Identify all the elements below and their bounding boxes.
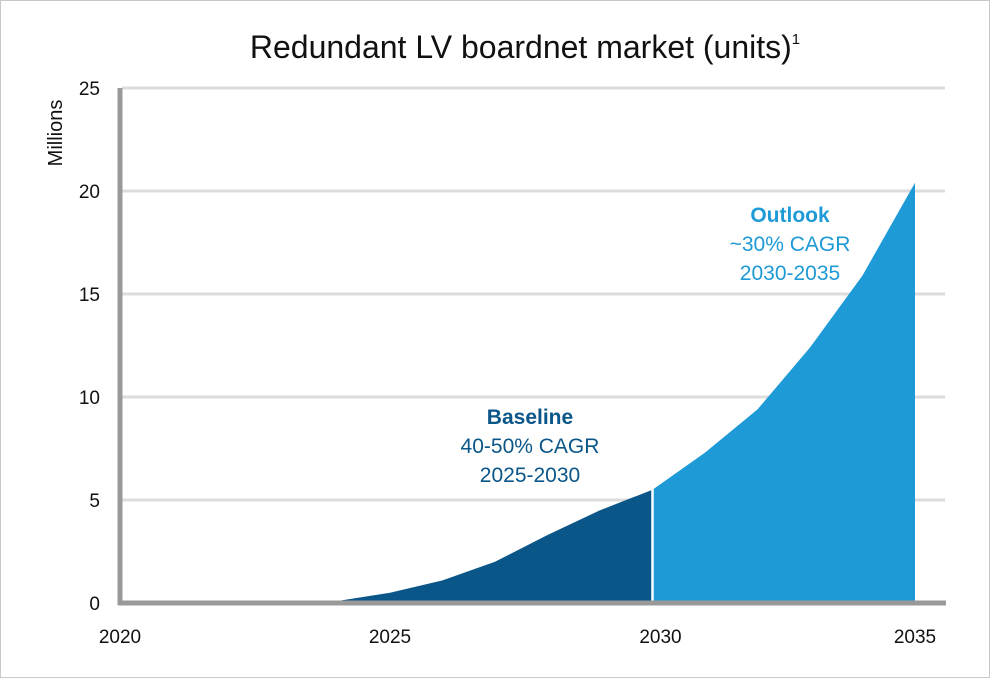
chart-title: Redundant LV boardnet market (units)1 [250, 29, 800, 65]
area-outlook [652, 182, 915, 603]
y-tick-label: 5 [89, 491, 100, 512]
annotation-line: ~30% CAGR [730, 233, 851, 256]
annotation-title: Outlook [750, 204, 830, 227]
y-tick-label: 15 [79, 285, 100, 306]
annotation-title: Baseline [487, 406, 573, 429]
y-tick-label: 10 [79, 388, 100, 409]
area-baseline [316, 489, 653, 603]
x-tick-label: 2020 [99, 627, 141, 648]
y-axis-label: Millions [45, 100, 67, 167]
annotation-line: 2025-2030 [480, 464, 580, 487]
x-tick-label: 2035 [894, 627, 936, 648]
y-tick-label: 0 [89, 594, 100, 615]
annotation-line: 2030-2035 [740, 262, 840, 285]
x-tick-label: 2025 [369, 627, 411, 648]
annotation-line: 40-50% CAGR [461, 435, 600, 458]
y-tick-label: 25 [79, 79, 100, 100]
y-tick-label: 20 [79, 182, 100, 203]
x-tick-label: 2030 [639, 627, 681, 648]
